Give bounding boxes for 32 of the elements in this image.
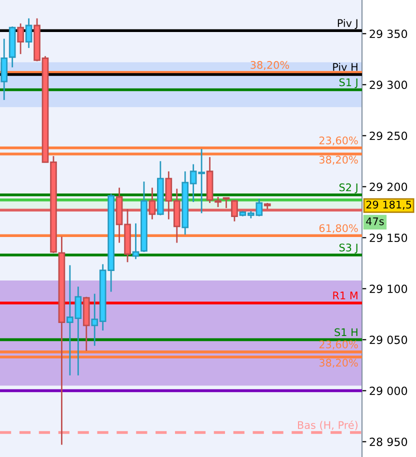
text: 29 181,5 (366, 200, 412, 210)
candlestick (214, 196, 222, 208)
annotation: 23,60% (319, 340, 358, 350)
ref-line-label: S3 J (339, 244, 358, 254)
text: 47s (366, 217, 384, 226)
y-tick-label: 29 150 (370, 234, 408, 242)
candlestick (132, 222, 140, 260)
ref-line-label: Piv H (333, 62, 358, 71)
ref-line-label: Bas (H, Pré) (298, 420, 358, 430)
annotation: 23,60% (319, 136, 358, 146)
candlestick (231, 199, 238, 222)
candlestick (17, 22, 24, 55)
y-tick-label: 29 200 (370, 182, 408, 192)
y-tick-label: 29 000 (370, 386, 408, 396)
y-tick-label: 29 350 (370, 30, 408, 38)
ref-line-label: S1 H (334, 328, 358, 336)
ref-line-label: S1 J (339, 78, 358, 88)
y-tick-label: 28 950 (370, 438, 408, 446)
annotation: 61,80% (319, 224, 358, 234)
y-tick-label: 29 300 (370, 80, 408, 90)
y-tick-label: 29 250 (370, 132, 408, 140)
annotation: 38,20% (319, 358, 358, 368)
candlestick (148, 187, 156, 220)
ref-line-label: S2 J (339, 183, 358, 194)
y-tick-label: 29 050 (370, 336, 408, 344)
annotation: 38,20% (319, 156, 358, 165)
candlestick (222, 197, 230, 209)
candlestick (25, 18, 32, 49)
annotation: 38,20% (250, 61, 290, 70)
ref-line-label: R1 M (333, 292, 358, 300)
ref-line-label: Piv J (338, 18, 358, 29)
y-tick-label: 29 100 (370, 284, 408, 294)
